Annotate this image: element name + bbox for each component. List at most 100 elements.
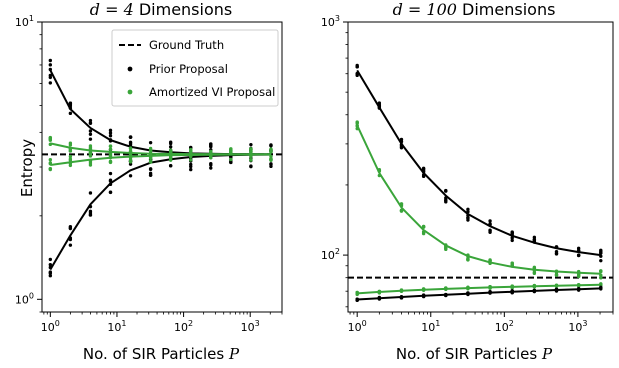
- y-tick-base: 10: [321, 249, 335, 262]
- panel-d100-x-tick-label: 101: [421, 319, 440, 334]
- legend-amortized-swatch: [127, 89, 133, 95]
- x-tick-exp: 2: [509, 319, 514, 328]
- panel-d4-data-point: [168, 145, 173, 149]
- x-tick-base: 10: [348, 321, 362, 334]
- panel-d4-data-point: [209, 150, 213, 154]
- panel-d100-y-tick-label: 103: [321, 14, 340, 29]
- x-tick-base: 10: [174, 321, 188, 334]
- panel-d4-data-point: [88, 121, 93, 125]
- panel-d4-data-point: [48, 63, 53, 67]
- panel-d4-plot: [42, 58, 282, 278]
- panel-d4-data-point: [209, 143, 213, 147]
- panel-d100-series-curve: [357, 287, 601, 301]
- panel-d4-data-point: [108, 147, 113, 151]
- panel-d100-series-3: [355, 285, 603, 302]
- panel-d4-data-point: [48, 257, 53, 262]
- panel-d4-data-point: [108, 134, 113, 138]
- panel-d4-data-point: [88, 129, 93, 133]
- x-tick-base: 10: [41, 321, 55, 334]
- panel-d4-data-point: [209, 166, 213, 170]
- panel-d100-data-point: [576, 274, 581, 279]
- legend-prior-label: Prior Proposal: [149, 62, 228, 76]
- panel-d100-x-label-var: P: [541, 345, 553, 363]
- panel-d4-data-point: [108, 190, 113, 195]
- panel-d100-data-point: [488, 230, 492, 234]
- y-tick-base: 10: [15, 293, 29, 306]
- panel-d4-series-2: [48, 135, 273, 163]
- x-tick-exp: 2: [188, 319, 193, 328]
- x-tick-base: 10: [107, 321, 121, 334]
- panel-d100-data-point: [599, 258, 603, 263]
- panel-d100-data-point: [355, 73, 359, 78]
- panel-d4-data-point: [88, 209, 93, 213]
- panel-d100-series-0: [355, 63, 603, 263]
- panel-d4-data-point: [148, 173, 153, 178]
- panel-d4-data-point: [168, 156, 173, 161]
- panel-d100-frame: [347, 21, 614, 313]
- panel-d4-data-point: [48, 271, 53, 275]
- panel-d4-data-point: [68, 111, 73, 116]
- panel-d4-data-point: [48, 158, 53, 162]
- panel-d4-title-text: Dimensions: [139, 0, 232, 19]
- panel-d4-data-point: [48, 161, 53, 165]
- panel-d4-data-point: [148, 160, 153, 164]
- panel-d100-x-ticks: 100 101 102 103: [348, 312, 614, 334]
- panel-d4-x-label-var: P: [228, 345, 240, 363]
- panel-d100-series-curve: [356, 124, 601, 275]
- x-tick-exp: 3: [255, 319, 260, 328]
- panel-d4-data-point: [108, 151, 113, 155]
- panel-d4-y-label: Entropy: [18, 139, 36, 197]
- y-tick-base: 10: [321, 16, 335, 29]
- panel-d4-x-label-text: No. of SIR Particles: [83, 345, 224, 363]
- x-tick-base: 10: [421, 321, 435, 334]
- x-tick-base: 10: [241, 321, 255, 334]
- panel-d100-data-point: [510, 238, 514, 243]
- panel-d4-title: d = 4 Dimensions: [90, 0, 232, 19]
- panel-d4-data-point: [168, 150, 173, 154]
- panel-d4-data-point: [88, 146, 93, 150]
- panel-d4-data-point: [269, 149, 273, 153]
- panel-d4-data-point: [249, 158, 253, 162]
- panel-d4-data-point: [108, 159, 113, 163]
- panel-d100-series-2: [355, 282, 603, 297]
- panel-d100-data-point: [377, 101, 382, 105]
- x-tick-exp: 1: [121, 319, 126, 328]
- panel-d4-x-label: No. of SIR Particles P: [83, 345, 240, 363]
- panel-d4-data-point: [269, 154, 273, 159]
- panel-d100-y-tick-label: 102: [321, 247, 340, 262]
- x-tick-base: 10: [568, 321, 582, 334]
- panel-d4-data-point: [108, 171, 113, 176]
- legend-ground-truth-label: Ground Truth: [149, 38, 224, 52]
- panel-d100-data-point: [399, 146, 404, 150]
- panel-d100-data-point: [444, 188, 448, 193]
- panel-d4-series-curve: [50, 142, 271, 156]
- panel-d4-data-point: [128, 135, 133, 139]
- panel-d4-data-point: [48, 274, 53, 278]
- panel-d100-x-tick-label: 103: [568, 319, 587, 334]
- panel-d4-data-point: [168, 164, 173, 168]
- panel-d100-data-point: [532, 238, 537, 242]
- panel-d4-data-point: [148, 140, 153, 145]
- x-tick-base: 10: [495, 321, 509, 334]
- panel-d100-data-point: [576, 246, 581, 251]
- y-tick-exp: 0: [29, 291, 34, 300]
- panel-d4-data-point: [189, 158, 193, 162]
- panel-d100-data-point: [554, 249, 559, 254]
- panel-d4-data-point: [128, 160, 133, 164]
- panel-d4-data-point: [68, 243, 73, 247]
- panel-d100-data-point: [421, 224, 426, 229]
- y-tick-exp: 2: [335, 247, 340, 256]
- panel-d100-plot: [348, 63, 613, 302]
- panel-d4-series-3: [48, 147, 273, 172]
- panel-d4-data-point: [128, 146, 133, 150]
- panel-d4-data-point: [68, 157, 73, 161]
- panel-d4-data-point: [229, 147, 233, 151]
- panel-d100-data-point: [576, 253, 581, 258]
- panel-d4-y-tick-label: 100: [15, 291, 34, 306]
- x-tick-exp: 0: [55, 319, 60, 328]
- x-tick-exp: 0: [362, 319, 367, 328]
- panel-d100-x-label: No. of SIR Particles P: [396, 345, 553, 363]
- panel-d4-x-ticks: 100 101 102 103: [41, 312, 283, 334]
